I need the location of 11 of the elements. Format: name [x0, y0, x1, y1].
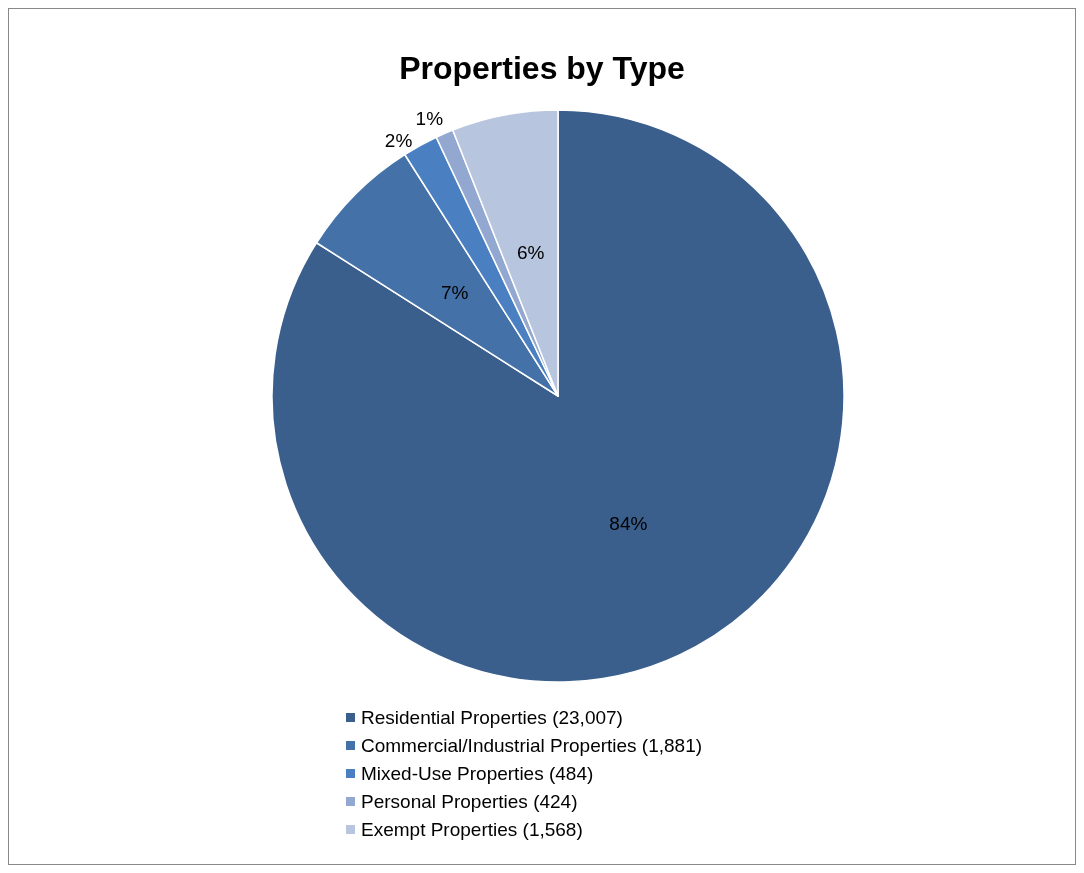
data-label: 7% — [441, 282, 469, 304]
legend-label: Mixed-Use Properties (484) — [361, 763, 594, 784]
chart-title: Properties by Type — [399, 50, 685, 86]
legend-label: Residential Properties (23,007) — [361, 707, 623, 728]
data-label: 84% — [609, 513, 648, 535]
data-label: 2% — [384, 129, 413, 151]
legend-label: Exempt Properties (1,568) — [361, 819, 583, 840]
data-label: 1% — [415, 107, 444, 129]
legend-label: Commercial/Industrial Properties (1,881) — [361, 735, 703, 756]
data-label: 6% — [516, 242, 545, 264]
legend-label: Personal Properties (424) — [361, 791, 578, 812]
